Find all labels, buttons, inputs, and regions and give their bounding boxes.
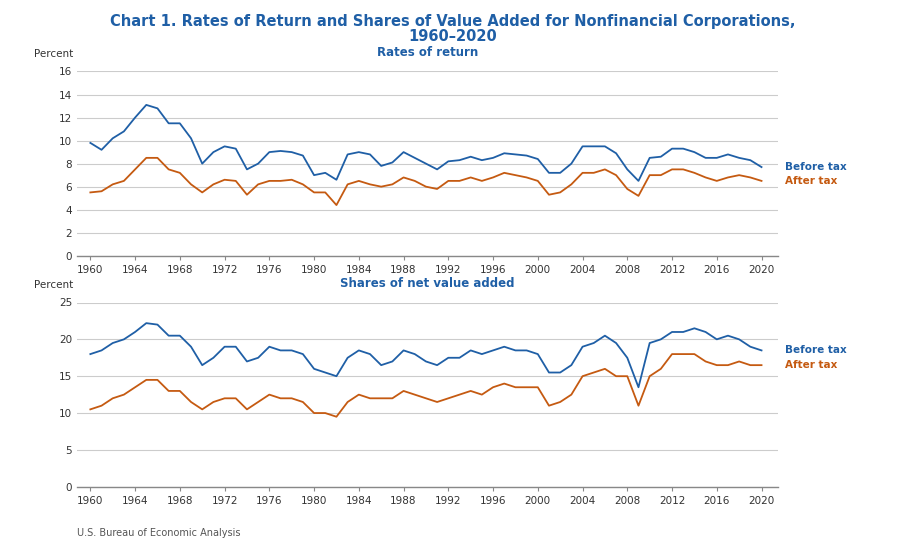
Text: 1960–2020: 1960–2020 <box>408 29 497 43</box>
Text: Percent: Percent <box>34 279 73 290</box>
Text: Chart 1. Rates of Return and Shares of Value Added for Nonfinancial Corporations: Chart 1. Rates of Return and Shares of V… <box>110 14 795 29</box>
Text: Rates of return: Rates of return <box>377 46 478 59</box>
Text: After tax: After tax <box>786 360 838 370</box>
Text: Shares of net value added: Shares of net value added <box>340 277 515 290</box>
Text: Before tax: Before tax <box>786 162 847 172</box>
Text: Before tax: Before tax <box>786 345 847 355</box>
Text: Percent: Percent <box>34 48 73 59</box>
Text: After tax: After tax <box>786 176 838 186</box>
Text: U.S. Bureau of Economic Analysis: U.S. Bureau of Economic Analysis <box>77 528 241 538</box>
